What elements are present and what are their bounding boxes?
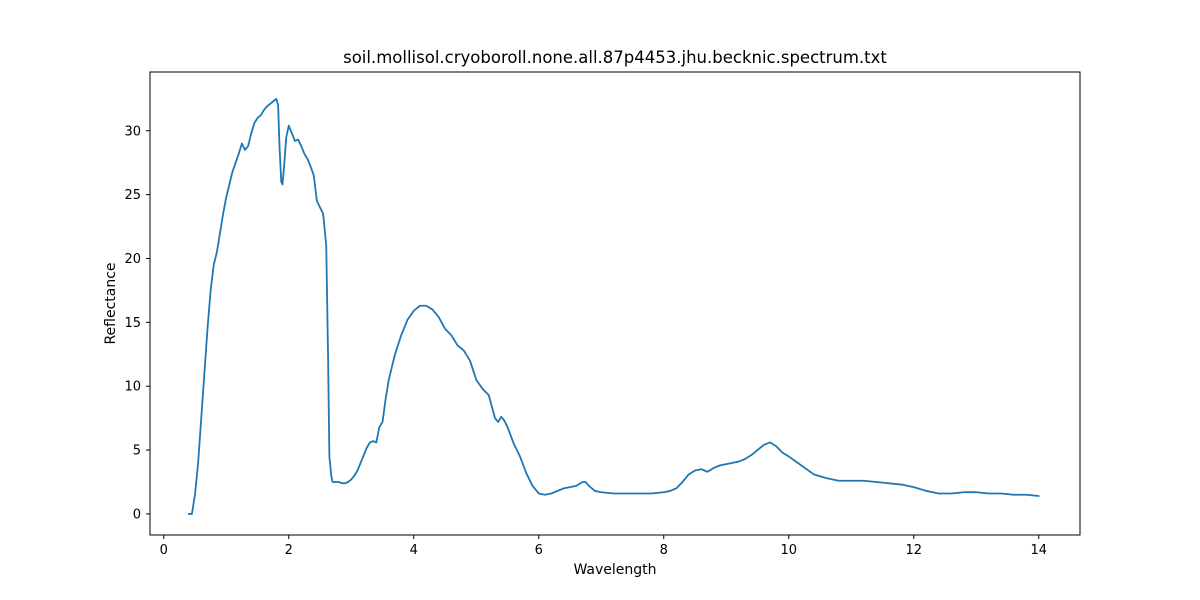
x-axis-label: Wavelength xyxy=(573,562,656,578)
x-tick-label: 8 xyxy=(660,543,668,558)
x-tick-label: 10 xyxy=(780,543,797,558)
x-tick-label: 12 xyxy=(905,543,922,558)
x-tick-label: 14 xyxy=(1030,543,1047,558)
y-axis-label: Reflectance xyxy=(103,262,119,344)
y-tick-label: 20 xyxy=(124,252,141,267)
x-axis: 0 2 4 6 8 10 12 14 xyxy=(160,535,1047,558)
y-tick-label: 15 xyxy=(124,316,141,331)
y-tick-label: 10 xyxy=(124,380,141,395)
y-tick-label: 0 xyxy=(133,507,141,522)
y-tick-label: 25 xyxy=(124,188,141,203)
plot-area xyxy=(150,72,1080,535)
y-tick-label: 30 xyxy=(124,124,141,139)
x-tick-label: 0 xyxy=(160,543,168,558)
plot-frame xyxy=(149,71,1081,536)
y-axis: 0 5 10 15 20 25 30 xyxy=(124,124,150,522)
y-tick-label: 5 xyxy=(133,444,141,459)
chart-title: soil.mollisol.cryoboroll.none.all.87p445… xyxy=(343,48,887,67)
x-tick-label: 4 xyxy=(410,543,418,558)
x-tick-label: 2 xyxy=(285,543,293,558)
x-tick-label: 6 xyxy=(535,543,543,558)
series-line xyxy=(187,97,1040,515)
series-layer xyxy=(187,97,1040,515)
